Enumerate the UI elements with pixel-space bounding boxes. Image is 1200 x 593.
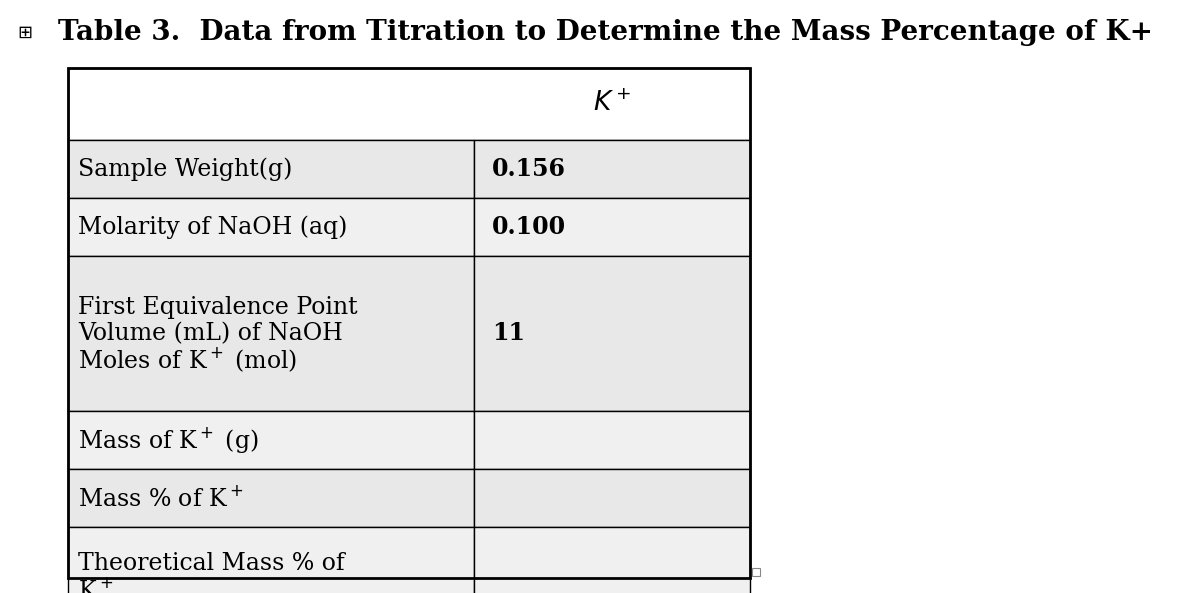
Text: ⊞: ⊞ xyxy=(18,24,32,42)
Text: First Equivalence Point: First Equivalence Point xyxy=(78,296,358,318)
Text: 0.100: 0.100 xyxy=(492,215,566,239)
Text: Sample Weight(g): Sample Weight(g) xyxy=(78,157,293,181)
Bar xyxy=(68,68,750,578)
Bar xyxy=(68,68,750,140)
Text: Moles of K$^+$ (mol): Moles of K$^+$ (mol) xyxy=(78,346,298,374)
Bar xyxy=(68,140,474,198)
Text: Molarity of NaOH (aq): Molarity of NaOH (aq) xyxy=(78,215,347,239)
Bar xyxy=(752,568,760,576)
Text: 0.156: 0.156 xyxy=(492,157,565,181)
Text: Table 3.  Data from Titration to Determine the Mass Percentage of K+: Table 3. Data from Titration to Determin… xyxy=(58,20,1153,46)
Bar xyxy=(68,527,474,593)
Bar xyxy=(474,469,750,527)
Bar xyxy=(68,411,474,469)
Text: 11: 11 xyxy=(492,321,524,346)
Bar xyxy=(68,256,474,411)
Text: Theoretical Mass % of: Theoretical Mass % of xyxy=(78,552,344,575)
Bar xyxy=(474,140,750,198)
Bar xyxy=(474,411,750,469)
Bar xyxy=(68,469,474,527)
Bar xyxy=(474,256,750,411)
Text: Volume (mL) of NaOH: Volume (mL) of NaOH xyxy=(78,322,343,345)
Text: Mass % of K$^+$: Mass % of K$^+$ xyxy=(78,486,244,511)
Text: $\mathit{K}^+$: $\mathit{K}^+$ xyxy=(593,91,631,117)
Bar xyxy=(68,198,474,256)
Bar xyxy=(474,198,750,256)
Bar xyxy=(474,527,750,593)
Text: Mass of K$^+$ (g): Mass of K$^+$ (g) xyxy=(78,425,259,455)
Text: K$^+$: K$^+$ xyxy=(78,578,113,593)
